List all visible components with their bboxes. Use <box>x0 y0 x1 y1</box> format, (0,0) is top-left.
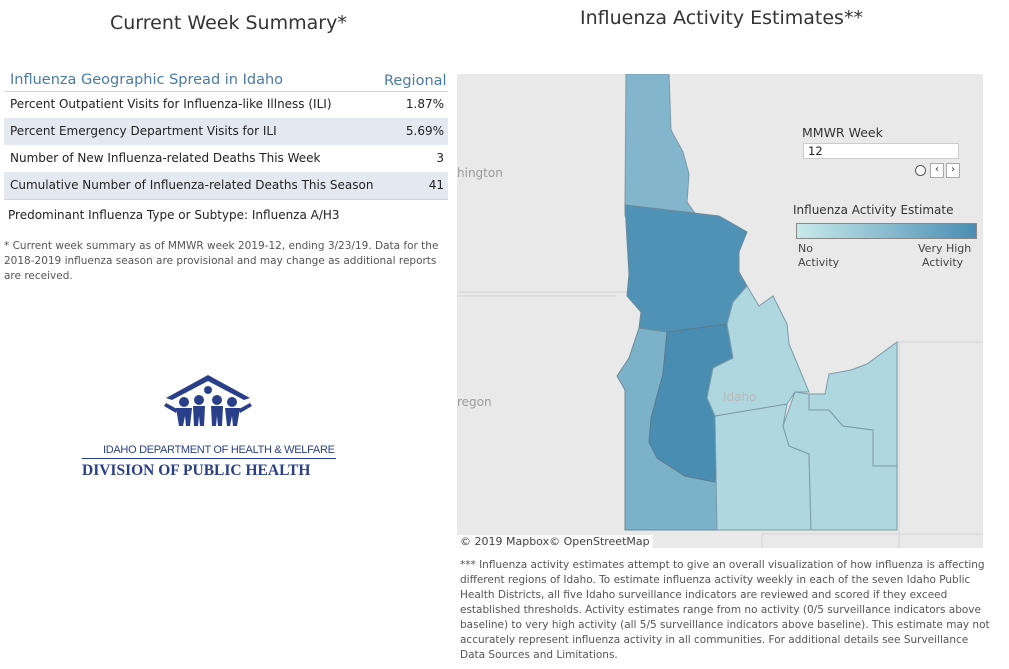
district-2-region[interactable] <box>624 204 748 333</box>
summary-footnote: * Current week summary as of MMWR week 2… <box>4 240 439 282</box>
logo-divider <box>82 458 336 459</box>
map-footnote: *** Influenza activity estimates attempt… <box>460 559 990 661</box>
idaho-map[interactable]: hington regon Idaho © 2019 Mapbox© OpenS… <box>457 74 983 548</box>
divider <box>4 91 448 92</box>
table-header-regional: Regional <box>384 73 447 89</box>
district-7-region[interactable] <box>706 285 898 467</box>
legend-high-label: Very High Activity <box>918 242 972 269</box>
row-value: 5.69% <box>405 124 444 138</box>
next-week-button[interactable]: › <box>946 163 960 178</box>
prev-week-button[interactable]: ‹ <box>930 163 944 178</box>
table-header-geographic-spread: Influenza Geographic Spread in Idaho <box>10 72 284 88</box>
table-row: Cumulative Number of Influenza-related D… <box>4 172 448 199</box>
map-title: Influenza Activity Estimates** <box>580 7 863 29</box>
map-label-washington: hington <box>457 166 503 180</box>
map-label-idaho: Idaho <box>723 390 757 404</box>
mmwr-week-label: MMWR Week <box>802 125 883 140</box>
basemap-lines <box>457 291 983 548</box>
row-label: Percent Emergency Department Visits for … <box>10 124 277 138</box>
legend-title: Influenza Activity Estimate <box>793 203 954 217</box>
district-1-region[interactable] <box>624 74 698 217</box>
row-value: 41 <box>428 178 444 192</box>
row-label: Cumulative Number of Influenza-related D… <box>10 178 374 192</box>
map-attribution[interactable]: © 2019 Mapbox© OpenStreetMap <box>457 535 653 548</box>
logo-department-text: IDAHO DEPARTMENT OF HEALTH & WELFARE <box>103 444 335 456</box>
table-row: Percent Emergency Department Visits for … <box>4 118 448 145</box>
map-label-oregon: regon <box>457 395 492 409</box>
row-label: Number of New Influenza-related Deaths T… <box>10 151 321 165</box>
table-row: Percent Outpatient Visits for Influenza-… <box>4 91 448 118</box>
row-label: Percent Outpatient Visits for Influenza-… <box>10 97 332 111</box>
table-row: Number of New Influenza-related Deaths T… <box>4 145 448 172</box>
divider <box>4 199 448 200</box>
mmwr-week-input[interactable]: 12 <box>803 143 959 159</box>
idhw-logo <box>164 375 252 426</box>
row-value: 1.87% <box>405 97 444 111</box>
row-value: 3 <box>436 151 444 165</box>
logo-division-text: DIVISION OF PUBLIC HEALTH <box>82 462 311 479</box>
map-canvas[interactable] <box>457 74 983 548</box>
legend-low-label: No Activity <box>798 242 840 269</box>
summary-title: Current Week Summary* <box>110 12 347 34</box>
slider-handle-icon[interactable] <box>915 165 926 176</box>
predominant-subtype: Predominant Influenza Type or Subtype: I… <box>8 208 340 222</box>
legend-color-ramp <box>796 223 977 239</box>
house-figures-icon <box>164 375 252 426</box>
